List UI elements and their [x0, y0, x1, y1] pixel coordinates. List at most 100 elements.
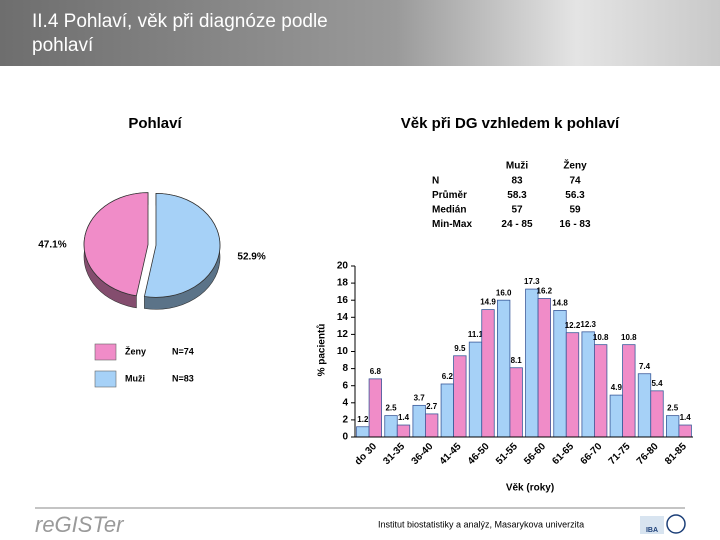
bar	[666, 415, 680, 438]
x-tick-label: 71-75	[607, 441, 633, 467]
bar	[356, 426, 370, 438]
bar-value-label: 17.3	[524, 277, 540, 286]
badge-circle	[666, 514, 686, 534]
bar-value-label: 8.1	[511, 356, 523, 365]
bar	[368, 378, 382, 438]
bar-value-label: 6.2	[442, 372, 454, 381]
badge-box	[640, 516, 664, 534]
bar-value-label: 16.2	[537, 287, 553, 296]
bar-value-label: 1.4	[398, 413, 410, 422]
x-tick-label: 41-45	[438, 441, 464, 467]
bar	[481, 309, 495, 438]
table-header: Ženy	[563, 159, 587, 172]
chart-title: Pohlaví	[128, 115, 182, 132]
legend-note: N=83	[172, 373, 194, 383]
bar	[525, 288, 539, 438]
bar	[622, 344, 636, 438]
bar	[594, 344, 608, 438]
x-tick-label: 36-40	[410, 441, 436, 467]
bar-value-label: 2.7	[426, 402, 438, 411]
table-row-label: Medián	[432, 205, 466, 216]
legend-label: Muži	[125, 373, 145, 383]
x-tick-label: 76-80	[635, 441, 661, 467]
bar	[678, 424, 692, 438]
x-tick-label: 51-55	[494, 441, 520, 467]
bar	[384, 415, 398, 438]
y-tick-label: 0	[342, 432, 348, 443]
bar-value-label: 7.4	[639, 362, 651, 371]
legend-label: Ženy	[125, 345, 146, 356]
bar-value-label: 1.2	[357, 415, 369, 424]
bar-value-label: 2.5	[667, 404, 679, 413]
bar-value-label: 5.4	[651, 379, 663, 388]
table-cell: 83	[511, 176, 523, 187]
chart-title: Věk při DG vzhledem k pohlaví	[401, 115, 620, 132]
bar	[396, 424, 411, 438]
y-tick-label: 6	[342, 380, 348, 391]
x-axis-title: Věk (roky)	[506, 483, 554, 494]
bar-value-label: 2.5	[385, 404, 397, 413]
header-band	[0, 0, 720, 66]
bar-value-label: 14.8	[552, 299, 568, 308]
table-header: Muži	[506, 161, 528, 172]
x-tick-label: 31-35	[381, 441, 407, 467]
y-tick-label: 16	[337, 295, 349, 306]
pie-value-label: 47.1%	[38, 240, 66, 251]
bar-value-label: 12.3	[580, 320, 596, 329]
bar-value-label: 6.8	[370, 367, 382, 376]
bar-value-label: 10.8	[593, 333, 609, 342]
table-row-label: N	[432, 176, 439, 187]
slide-title: II.4 Pohlaví, věk při diagnóze podle pohl…	[32, 11, 328, 56]
bar	[637, 373, 652, 438]
y-tick-label: 10	[337, 346, 349, 357]
x-tick-label: 61-65	[550, 441, 576, 467]
pie-slice	[83, 192, 149, 297]
y-tick-label: 12	[337, 329, 349, 340]
table-cell: 58.3	[507, 190, 527, 201]
bar-value-label: 10.8	[621, 333, 637, 342]
bar-value-label: 4.9	[611, 383, 623, 392]
x-tick-label: 56-60	[522, 441, 548, 467]
pie-value-label: 52.9%	[237, 252, 265, 263]
table-cell: 24 - 85	[501, 219, 533, 230]
y-tick-label: 8	[342, 363, 348, 374]
bar	[440, 383, 454, 438]
bar	[497, 299, 511, 438]
bar	[650, 390, 664, 438]
y-tick-label: 20	[337, 261, 349, 272]
bar	[537, 298, 551, 438]
bar	[468, 341, 483, 438]
bar-value-label: 3.7	[414, 393, 426, 402]
y-axis-title: % pacientů	[316, 324, 328, 377]
bar-value-label: 12.2	[565, 321, 581, 330]
table-cell: 56.3	[565, 190, 585, 201]
bar-value-label: 16.0	[496, 288, 512, 297]
legend-swatch	[94, 370, 117, 388]
x-tick-label: 46-50	[466, 441, 492, 467]
table-cell: 59	[569, 205, 581, 216]
legend-note: N=74	[172, 346, 194, 356]
bar	[412, 404, 426, 438]
y-tick-label: 4	[342, 397, 348, 408]
legend-swatch	[94, 343, 117, 361]
table-row-label: Průměr	[432, 189, 467, 201]
bar	[509, 367, 523, 438]
bar	[581, 331, 595, 438]
bar-value-label: 9.5	[454, 344, 466, 353]
x-tick-label: 66-70	[579, 441, 605, 467]
bar	[453, 355, 467, 438]
y-tick-label: 14	[337, 312, 349, 323]
bar-value-label: 1.4	[680, 413, 692, 422]
table-row-label: Min-Max	[432, 219, 472, 230]
bar	[609, 394, 623, 438]
bar-value-label: 11.1	[468, 330, 484, 339]
table-cell: 57	[511, 205, 523, 216]
x-tick-label: do 30	[353, 441, 380, 468]
y-tick-label: 2	[342, 415, 348, 426]
footer-badge: IBA	[646, 527, 658, 534]
table-cell: 74	[569, 176, 581, 187]
footer-logo: reGISTer	[35, 512, 125, 537]
pie-slice	[143, 192, 221, 298]
bar	[565, 332, 580, 438]
bar-value-label: 14.9	[480, 298, 496, 307]
